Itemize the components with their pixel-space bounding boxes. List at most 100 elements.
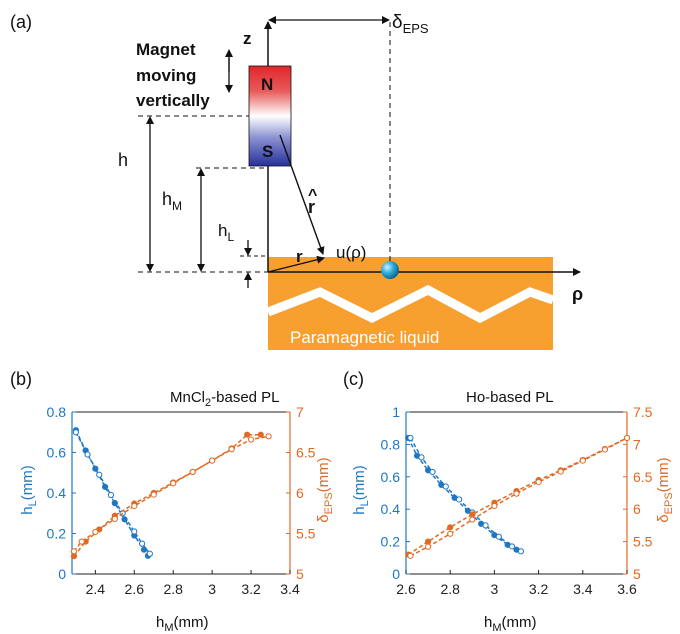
panel-c-series-3-point (407, 552, 414, 559)
panel-c-series-2-point (447, 524, 454, 531)
panel-b-series-3-point (70, 548, 78, 555)
panel-c-series-1-point (517, 548, 525, 555)
panel-b-series-3-point (78, 538, 85, 545)
panel-c-series-3-point (579, 457, 586, 464)
panel-b-y-left-tick-label: 0.6 (47, 445, 67, 461)
panel-b-series-3-point (265, 433, 272, 440)
panel-a-label: (a) (10, 12, 32, 32)
panel-c-series-1-point (508, 543, 516, 550)
panel-c-series-1-line (409, 437, 522, 552)
hl-arrow-bottom-head (244, 272, 252, 280)
r-vector (267, 255, 325, 273)
panel-b-x-tick-label: 3.4 (280, 581, 300, 597)
panel-c-x-tick-label: 3.6 (617, 581, 637, 597)
panel-b-y-left-tick-label: 0.8 (47, 404, 67, 420)
panel-c-y-left-tick-label: 1 (392, 404, 400, 420)
liquid-meniscus (268, 257, 390, 272)
panel-c-x-tick-label: 3.4 (573, 581, 593, 597)
panel-b-series-3-point (228, 446, 235, 453)
r-hat-vector (279, 134, 325, 255)
panel-b-xlabel: hM(mm) (156, 614, 209, 634)
panel-b-series-1-point (107, 491, 115, 499)
panel-b-series-3-point (131, 502, 138, 510)
panel-c-chart: (c) Ho-based PL hM(mm) hL(mm) δEPS(mm) 2… (343, 369, 675, 634)
panel-c-series-2-point (425, 538, 432, 545)
panel-b-series-1-point (72, 429, 79, 436)
panel-b-ylabel-right: δEPS(mm) (315, 457, 335, 522)
panel-c-ylabel-right: δEPS(mm) (655, 457, 675, 522)
panel-c-y-right-tick-label: 5 (633, 566, 641, 582)
panel-b-series-2-point (244, 431, 251, 438)
panel-c-series-3-point (425, 543, 432, 550)
panel-c-x-tick-label: 2.6 (396, 581, 416, 597)
panel-b-ylabel-left: hL(mm) (19, 465, 39, 514)
panel-c-series-1-point (429, 468, 436, 476)
panel-c-series-3-point (513, 490, 520, 497)
panel-c-y-left-tick-label: 0.6 (381, 469, 401, 485)
panel-c-title: Ho-based PL (466, 389, 554, 406)
panel-b-x-tick-label: 2.4 (86, 581, 106, 597)
panel-b-x-tick-label: 3.2 (241, 581, 261, 597)
caption-line-2: moving (136, 66, 196, 85)
panel-b-series-2-point (257, 431, 264, 438)
magnet-north-label: N (261, 75, 273, 94)
panel-c-series-3-point (623, 434, 631, 442)
magnet-south-label: S (262, 142, 273, 161)
panel-c-x-tick-label: 3.2 (529, 581, 549, 597)
panel-b-y-left-tick-label: 0.2 (47, 526, 67, 542)
hl-label: hL (218, 221, 234, 244)
bead (381, 261, 399, 279)
panel-b-y-right-tick-label: 6.5 (296, 445, 316, 461)
delta-eps-label: δEPS (392, 12, 429, 36)
panel-c-y-right-tick-label: 5.5 (633, 534, 653, 550)
panel-c-series-1-point (455, 496, 463, 503)
panel-c-series-3-point (491, 502, 498, 510)
r-hat-accent: ^ (308, 187, 317, 204)
panel-b-series-3-point (209, 457, 216, 464)
panel-c-series-3-point (447, 530, 454, 537)
panel-b-series-2-line (73, 433, 261, 557)
magnet (248, 65, 292, 167)
panel-b-series-3-point (170, 480, 177, 487)
panel-c-series-2-point (469, 511, 476, 518)
liquid-label: Paramagnetic liquid (290, 328, 439, 347)
panel-c-x-tick-label: 2.8 (440, 581, 460, 597)
r-vector-label: r (296, 247, 303, 266)
panel-b-series-3-point (247, 436, 255, 443)
panel-c-y-right-tick-label: 7.5 (633, 404, 653, 420)
panel-b-y-right-tick-label: 6 (296, 485, 304, 501)
panel-b-series-1-point (96, 471, 103, 478)
panel-c-series-0-line (407, 437, 517, 551)
panel-c-series-1-point (495, 533, 502, 540)
panel-c-series-1-point (407, 434, 414, 442)
panel-b-y-right-tick-label: 5 (296, 566, 304, 582)
panel-c-ylabel-left: hL(mm) (351, 465, 371, 514)
panel-b-y-right-tick-label: 7 (296, 404, 304, 420)
panel-c-xlabel: hM(mm) (484, 614, 537, 634)
panel-c-series-3-point (535, 478, 542, 486)
panel-c-series-1-point (482, 522, 489, 529)
panel-c-series-3-point (601, 446, 609, 453)
panel-c-y-right-tick-label: 7 (633, 436, 641, 452)
h-label: h (118, 150, 128, 170)
panel-b-y-left-tick-label: 0.4 (47, 485, 67, 501)
panel-b-x-tick-label: 2.6 (125, 581, 145, 597)
panel-b-series-3-point (189, 468, 196, 476)
r-hat-label: r (308, 197, 315, 217)
panel-c-series-1-point (442, 483, 449, 490)
z-axis-label: z (243, 29, 252, 48)
panel-c-label: (c) (343, 369, 364, 389)
panel-c-y-left-tick-label: 0 (392, 566, 400, 582)
caption-line-1: Magnet (136, 40, 196, 59)
panel-b-series-1-point (146, 550, 153, 557)
panel-b-y-right-tick-label: 5.5 (296, 526, 316, 542)
liquid-crack (266, 284, 555, 324)
panel-b-series-1-point (131, 528, 138, 535)
panel-c-series-1-point (418, 454, 425, 461)
panel-b-series-3-point (92, 528, 99, 535)
panel-b-x-tick-label: 3 (208, 581, 216, 597)
hl-arrow-top-head (244, 248, 252, 256)
panel-c-y-left-tick-label: 0.2 (381, 534, 401, 550)
panel-b-series-3-line (73, 435, 269, 552)
